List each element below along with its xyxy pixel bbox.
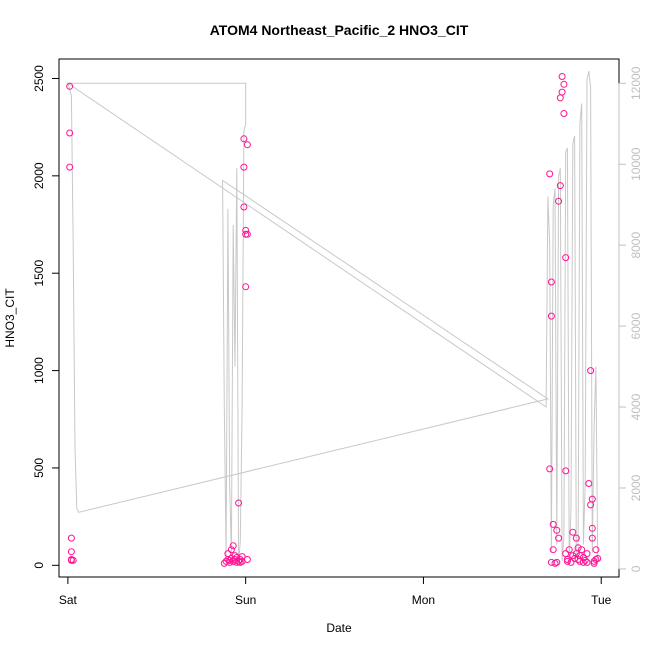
data-point bbox=[240, 135, 248, 143]
data-point bbox=[66, 82, 74, 90]
data-point bbox=[578, 546, 586, 554]
data-point bbox=[226, 556, 234, 564]
data-point bbox=[226, 558, 234, 566]
data-point bbox=[585, 480, 593, 487]
y-tick-label: 2000 bbox=[32, 162, 46, 189]
x-tick-label: Tue bbox=[591, 593, 612, 607]
data-point bbox=[590, 559, 598, 567]
y-axis-right: 0 2000 4000 6000 8000 10000 12000 bbox=[618, 66, 643, 572]
data-point bbox=[556, 94, 564, 102]
data-point bbox=[547, 558, 555, 566]
data-point bbox=[242, 226, 250, 234]
data-point bbox=[235, 557, 243, 565]
data-point bbox=[565, 546, 573, 554]
x-tick-label: Sat bbox=[59, 593, 78, 607]
data-point bbox=[558, 88, 566, 96]
data-point bbox=[579, 558, 587, 566]
data-point bbox=[562, 254, 570, 262]
data-point bbox=[553, 558, 561, 566]
data-point bbox=[583, 558, 591, 566]
data-point bbox=[547, 278, 555, 286]
data-point bbox=[588, 524, 596, 532]
data-point bbox=[240, 163, 248, 171]
data-point bbox=[243, 556, 251, 563]
data-point bbox=[231, 552, 239, 560]
data-point bbox=[594, 555, 602, 562]
data-point bbox=[569, 528, 577, 536]
data-point bbox=[576, 557, 584, 565]
data-point bbox=[587, 367, 595, 375]
y-axis-left: 0 500 1000 1500 2000 2500 bbox=[32, 65, 60, 569]
data-point bbox=[592, 546, 600, 554]
data-point bbox=[567, 558, 575, 566]
data-point bbox=[222, 557, 230, 565]
data-point bbox=[546, 170, 554, 178]
data-point bbox=[574, 544, 582, 552]
data-point bbox=[229, 542, 237, 550]
y-tick-label-right: 2000 bbox=[629, 474, 643, 501]
chart-title: ATOM4 Northeast_Pacific_2 HNO3_CIT bbox=[210, 22, 469, 38]
plot-frame bbox=[58, 58, 620, 578]
series-line bbox=[66, 70, 599, 565]
data-point bbox=[243, 230, 251, 238]
data-point bbox=[233, 554, 241, 561]
data-point bbox=[224, 550, 232, 558]
x-tick-label: Sun bbox=[235, 593, 256, 607]
data-point bbox=[563, 557, 571, 565]
y-tick-label-right: 10000 bbox=[629, 147, 643, 181]
data-point bbox=[553, 526, 561, 534]
data-point bbox=[562, 467, 570, 475]
data-point bbox=[66, 163, 74, 171]
data-point bbox=[67, 548, 75, 556]
data-point bbox=[583, 550, 591, 558]
data-point bbox=[69, 556, 77, 564]
x-axis: Sat Sun Mon Tue bbox=[59, 576, 612, 607]
y-tick-label-right: 6000 bbox=[629, 312, 643, 339]
y-tick-label-right: 0 bbox=[629, 565, 643, 572]
data-point bbox=[549, 546, 557, 554]
data-point bbox=[227, 546, 235, 554]
data-point bbox=[556, 182, 564, 190]
data-point bbox=[562, 550, 570, 558]
data-point bbox=[67, 534, 75, 542]
y-tick-label-right: 12000 bbox=[629, 66, 643, 100]
x-axis-label: Date bbox=[326, 621, 352, 635]
y-tick-label: 1500 bbox=[32, 260, 46, 287]
data-point bbox=[558, 73, 566, 80]
data-point bbox=[555, 534, 563, 542]
y-tick-label: 1000 bbox=[32, 357, 46, 384]
series-line-group bbox=[66, 70, 599, 565]
y-axis-label: HNO3_CIT bbox=[3, 288, 17, 348]
data-point bbox=[549, 520, 557, 528]
data-point bbox=[66, 129, 74, 137]
data-point bbox=[588, 534, 596, 542]
series-points-group bbox=[66, 73, 602, 567]
data-point bbox=[243, 141, 251, 149]
data-point bbox=[238, 553, 246, 561]
data-point bbox=[242, 283, 250, 291]
y-tick-label: 0 bbox=[32, 562, 46, 569]
y-tick-label: 2500 bbox=[32, 65, 46, 92]
x-tick-label: Mon bbox=[412, 593, 435, 607]
data-point bbox=[235, 499, 243, 507]
y-tick-label-right: 8000 bbox=[629, 232, 643, 259]
data-point bbox=[581, 556, 589, 564]
data-point bbox=[571, 555, 579, 562]
data-point bbox=[546, 465, 554, 473]
data-point bbox=[240, 203, 248, 211]
data-point bbox=[588, 495, 596, 503]
y-tick-label-right: 4000 bbox=[629, 393, 643, 420]
data-point bbox=[572, 534, 580, 542]
y-tick-label: 500 bbox=[32, 458, 46, 478]
data-point bbox=[555, 197, 563, 205]
data-point bbox=[560, 80, 568, 88]
data-point bbox=[560, 110, 568, 117]
data-point bbox=[547, 312, 555, 320]
